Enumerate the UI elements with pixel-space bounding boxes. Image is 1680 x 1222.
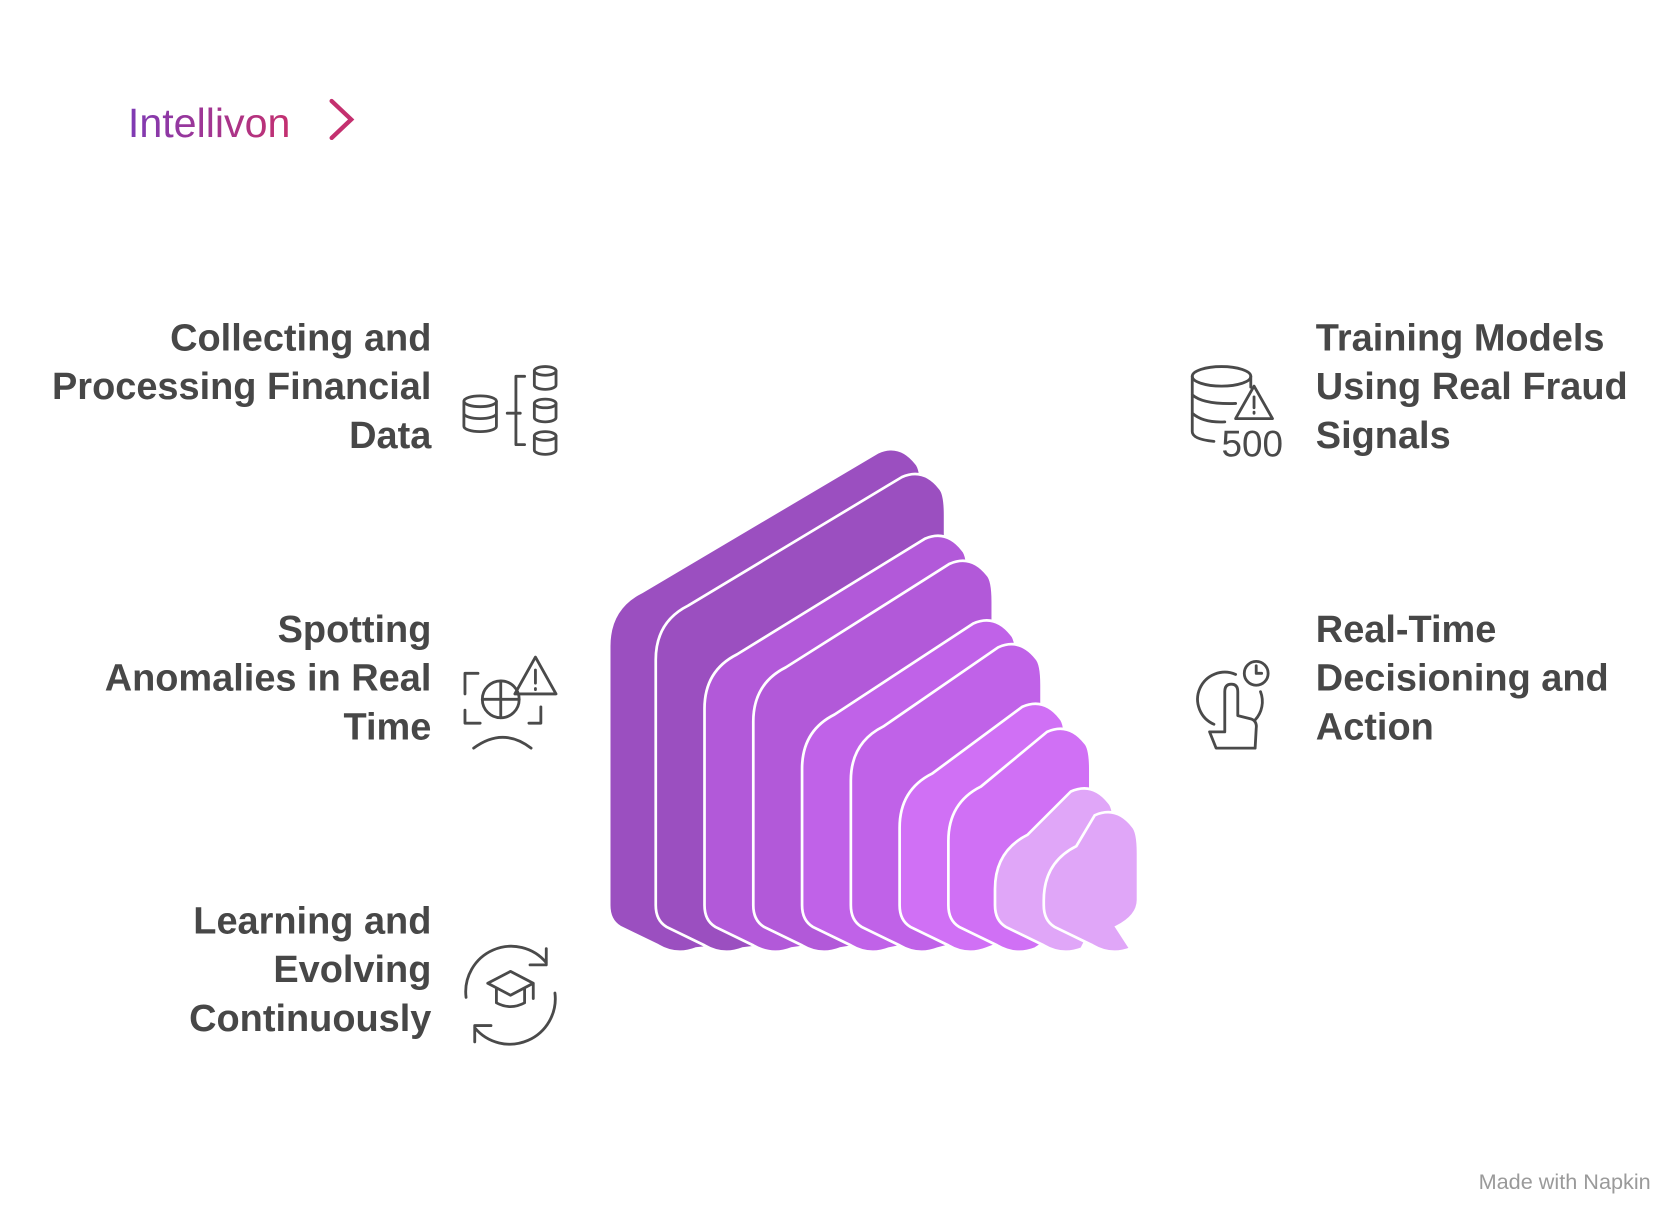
icon-number: 500 (1222, 424, 1283, 465)
step-label: Time (344, 706, 432, 748)
step-label: Anomalies in Real (105, 658, 432, 700)
step-label: Real-Time (1316, 609, 1497, 651)
step-label: Action (1316, 706, 1434, 748)
step-label: Learning and (193, 900, 431, 942)
step-label: Decisioning and (1316, 658, 1609, 700)
icon-learning (464, 944, 557, 1046)
icon-fraud-db (1190, 365, 1274, 443)
icon-decision (1196, 659, 1270, 750)
layer (1042, 810, 1140, 954)
icon-anomaly (463, 655, 558, 750)
step-label: Using Real Fraud (1316, 366, 1628, 408)
step-label: Signals (1316, 415, 1451, 457)
step-label: Spotting (278, 609, 432, 651)
logo: Intellivon (128, 100, 291, 146)
footer: Made with Napkin (1479, 1169, 1651, 1194)
step-label: Collecting and (170, 317, 431, 359)
step-label: Training Models (1316, 317, 1605, 359)
step-label: Continuously (189, 998, 431, 1040)
step-label: Data (349, 415, 432, 457)
logo-chevron (329, 98, 355, 141)
step-label: Evolving (273, 949, 431, 991)
icon-databases (462, 365, 558, 456)
labels: Collecting and Processing Financial Data Sp… (52, 317, 1628, 1040)
step-label: Processing Financial (52, 366, 431, 408)
layer-stack (607, 447, 1140, 954)
